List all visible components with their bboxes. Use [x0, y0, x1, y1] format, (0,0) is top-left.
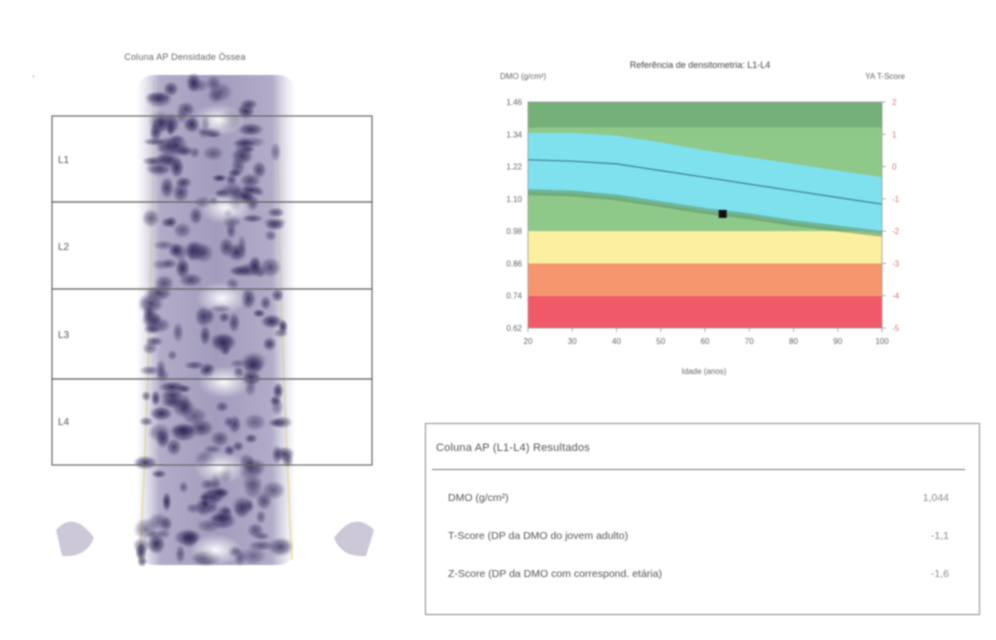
- y-tick-label: 1.34: [506, 130, 522, 139]
- y2-tick-label: -1: [892, 195, 900, 204]
- y-right-axis-label: YA T-Score: [865, 72, 905, 81]
- reference-band: [528, 132, 882, 234]
- y-tick-label: 0.74: [506, 292, 522, 301]
- y2-tick-label: 2: [892, 98, 897, 107]
- result-label: T-Score (DP da DMO do jovem adulto): [448, 530, 629, 542]
- x-tick-label: 90: [833, 337, 842, 346]
- band-red: [528, 295, 882, 328]
- x-tick-label: 80: [789, 337, 798, 346]
- y-tick-label: 1.22: [506, 163, 522, 172]
- scan-title: Coluna AP Densidade Óssea: [124, 52, 246, 62]
- y-left-axis-label: DMO (g/cm²): [500, 72, 547, 81]
- x-tick-label: 30: [568, 337, 577, 346]
- vertebra-label-l2: L2: [58, 242, 70, 253]
- result-row-bmd: DMO (g/cm²) 1,044: [448, 492, 949, 512]
- patient-marker: [718, 209, 727, 218]
- vertebra-boxes: [51, 115, 373, 466]
- x-tick-label: 40: [612, 337, 621, 346]
- result-row-zscore: Z-Score (DP da DMO com correspond. etári…: [448, 568, 949, 588]
- result-value: 1,044: [922, 492, 949, 504]
- x-tick-label: 50: [656, 337, 665, 346]
- band-green-dark-top: [528, 102, 882, 128]
- result-value: -1,1: [930, 530, 949, 542]
- results-panel: Coluna AP (L1-L4) Resultados DMO (g/cm²)…: [425, 423, 980, 615]
- y2-tick-label: -4: [892, 292, 900, 301]
- bmd-reference-chart: Referência de densitometria: L1-L4 DMO (…: [500, 60, 906, 376]
- y2-tick-label: 0: [892, 163, 897, 172]
- vertebra-label-l1: L1: [58, 155, 70, 166]
- result-label: DMO (g/cm²): [448, 492, 509, 504]
- results-title: Coluna AP (L1-L4) Resultados: [436, 442, 590, 454]
- scan-marker-icon: ◦: [32, 72, 35, 81]
- result-row-tscore: T-Score (DP da DMO do jovem adulto) -1,1: [448, 530, 949, 550]
- chart-title: Referência de densitometria: L1-L4: [630, 60, 771, 70]
- y-tick-label: 0.62: [506, 324, 522, 333]
- vertebra-label-l3: L3: [58, 330, 70, 341]
- reference-lower-edge: [527, 189, 883, 237]
- y-tick-label: 1.10: [506, 195, 522, 204]
- y-tick-label: 1.46: [506, 98, 522, 107]
- spine-scan-image: L1 L2 L3 L4: [51, 72, 374, 568]
- band-yellow: [528, 231, 882, 264]
- result-label: Z-Score (DP da DMO com correspond. etári…: [448, 568, 662, 580]
- y-tick-label: 0.98: [506, 227, 522, 236]
- y2-tick-label: 1: [892, 130, 897, 139]
- y-tick-label: 0.86: [506, 259, 522, 268]
- vertebra-label-l4: L4: [58, 417, 70, 428]
- x-axis-label: Idade (anos): [682, 367, 727, 376]
- band-orange: [528, 263, 882, 296]
- x-tick-label: 100: [875, 337, 889, 346]
- result-value: -1,6: [930, 568, 949, 580]
- x-tick-label: 60: [701, 337, 710, 346]
- results-divider: [432, 469, 965, 470]
- y2-tick-label: -3: [892, 259, 900, 268]
- x-tick-label: 70: [745, 337, 754, 346]
- x-tick-label: 20: [524, 337, 533, 346]
- reference-mean-line: [527, 159, 883, 205]
- y2-tick-label: -2: [892, 227, 900, 236]
- y2-tick-label: -5: [892, 324, 900, 333]
